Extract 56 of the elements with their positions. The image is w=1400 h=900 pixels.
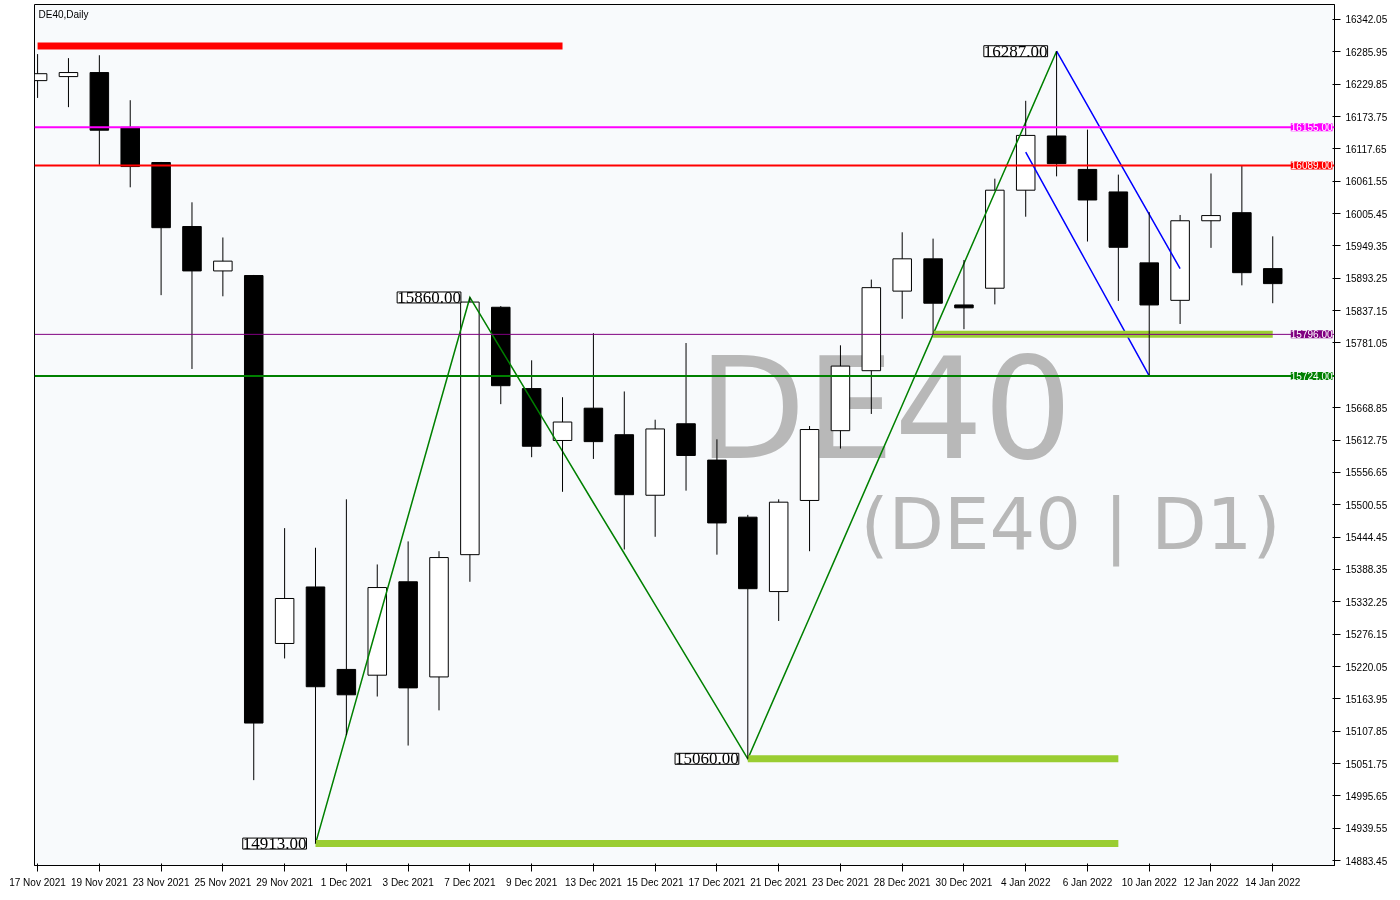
y-tick-label: 14939.55: [1345, 823, 1388, 835]
annotation: 14913.00: [242, 834, 307, 854]
annotation: (DE40 | D1): [860, 482, 1281, 568]
ref-line-label: 16089.00: [1290, 160, 1333, 172]
x-tick-label: 15 Dec 2021: [626, 876, 684, 888]
annotation: 16287.00: [983, 41, 1048, 61]
y-tick-label: 16173.75: [1345, 111, 1388, 123]
y-tick-label: 15332.25: [1345, 596, 1388, 608]
x-tick-label: 7 Dec 2021: [444, 876, 496, 888]
y-tick-label: 15837.15: [1345, 305, 1388, 317]
x-tick-label: 9 Dec 2021: [506, 876, 558, 888]
x-tick-label: 17 Dec 2021: [688, 876, 746, 888]
y-tick-label: 16285.95: [1345, 46, 1388, 58]
annotation: 15060.00: [675, 749, 739, 769]
x-tick-label: 17 Nov 2021: [9, 876, 67, 888]
ref-line-label: 15796.00: [1290, 329, 1333, 341]
x-tick-label: 21 Dec 2021: [750, 876, 808, 888]
y-tick-label: 15668.85: [1345, 402, 1388, 414]
y-tick-label: 15051.75: [1345, 758, 1388, 770]
x-tick-label: 14 Jan 2022: [1245, 876, 1301, 888]
x-tick-label: 23 Nov 2021: [132, 876, 190, 888]
y-tick-label: 15107.85: [1345, 726, 1388, 738]
y-tick-label: 15444.45: [1345, 532, 1388, 544]
x-tick-label: 1 Dec 2021: [320, 876, 373, 888]
ref-line-label: 15724.00: [1290, 370, 1333, 382]
chart-title: DE40,Daily: [38, 8, 89, 20]
x-tick-label: 12 Jan 2022: [1183, 876, 1239, 888]
y-tick-label: 15500.55: [1345, 499, 1388, 511]
x-tick-label: 3 Dec 2021: [382, 876, 435, 888]
y-tick-label: 16005.45: [1345, 208, 1388, 220]
y-tick-label: 15556.65: [1345, 467, 1388, 479]
ref-line-label: 16155.00: [1290, 122, 1333, 134]
x-tick-label: 29 Nov 2021: [256, 876, 314, 888]
y-tick-label: 16342.05: [1345, 14, 1388, 26]
x-tick-label: 6 Jan 2022: [1062, 876, 1113, 888]
y-tick-label: 15163.95: [1345, 693, 1388, 705]
y-tick-label: 15388.35: [1345, 564, 1388, 576]
y-tick-label: 15276.15: [1345, 629, 1388, 641]
y-tick-label: 16117.65: [1345, 143, 1387, 155]
y-tick-label: 15893.25: [1345, 273, 1388, 285]
y-tick-label: 16061.55: [1345, 176, 1388, 188]
x-tick-label: 4 Jan 2022: [1000, 876, 1051, 888]
x-tick-label: 10 Jan 2022: [1121, 876, 1178, 888]
x-tick-label: 28 Dec 2021: [873, 876, 931, 888]
y-tick-label: 15220.05: [1345, 661, 1388, 673]
y-tick-label: 15612.75: [1345, 435, 1388, 447]
y-tick-label: 14995.65: [1345, 790, 1388, 802]
x-tick-label: 23 Dec 2021: [812, 876, 870, 888]
y-tick-label: 14883.45: [1345, 855, 1388, 867]
x-tick-label: 25 Nov 2021: [194, 876, 252, 888]
y-tick-label: 16229.85: [1345, 79, 1388, 91]
x-tick-label: 19 Nov 2021: [70, 876, 129, 888]
x-tick-label: 30 Dec 2021: [935, 876, 993, 888]
y-tick-label: 15781.05: [1345, 337, 1388, 349]
x-tick-label: 13 Dec 2021: [565, 876, 623, 888]
y-tick-label: 15949.35: [1345, 240, 1388, 252]
